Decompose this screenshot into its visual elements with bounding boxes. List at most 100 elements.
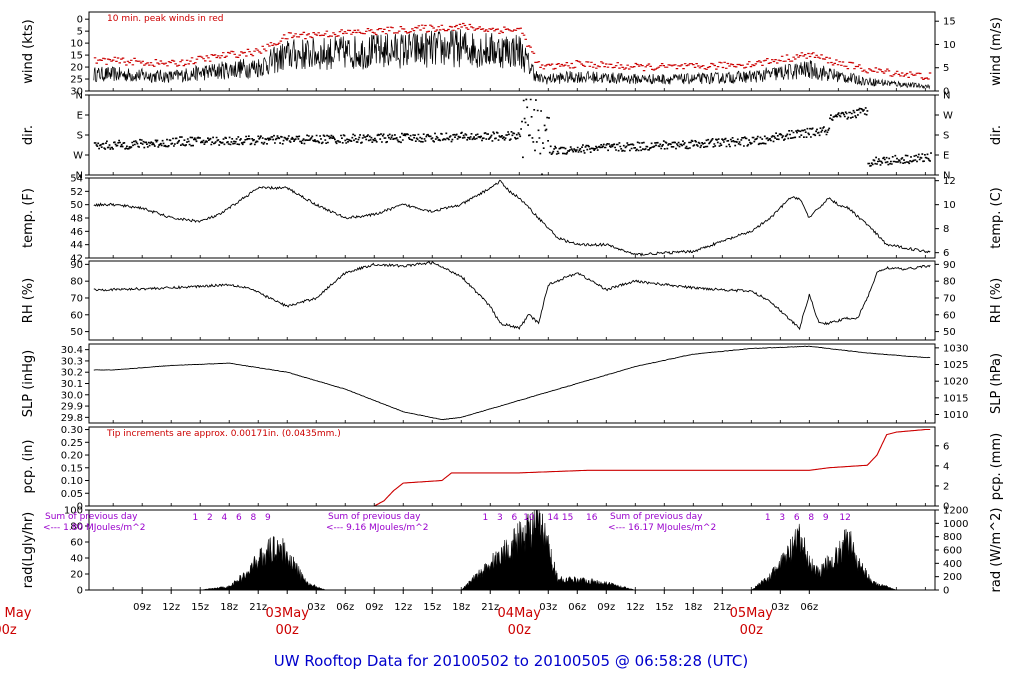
x-tick-label: 06z bbox=[336, 602, 354, 613]
direction-ylabel-left: dir. bbox=[21, 125, 36, 145]
radiation-left-tick-label: 100 bbox=[64, 506, 83, 517]
temperature-left-tick-label: 46 bbox=[70, 227, 83, 238]
x-tick-label: 09z bbox=[597, 602, 615, 613]
pressure-right-tick-label: 1015 bbox=[943, 393, 968, 404]
radiation-hour-label: 12 bbox=[839, 513, 850, 523]
pressure-panel: 29.829.930.030.130.230.330.4 1010 1015 1020… bbox=[21, 343, 1004, 424]
humidity-right-tick-label: 60 bbox=[943, 310, 956, 321]
direction-left-tick-label: N bbox=[76, 91, 83, 102]
temperature-left-tick-label: 42 bbox=[70, 254, 83, 265]
x-tick-label: 18z bbox=[452, 602, 470, 613]
radiation-hour-label: 9 bbox=[265, 513, 271, 523]
temperature-right-tick-label: 6 bbox=[943, 248, 949, 259]
humidity-left-tick-label: 60 bbox=[70, 310, 83, 321]
wind-left-tick-label: 10 bbox=[70, 39, 83, 50]
day-time-label: 00z bbox=[740, 623, 764, 638]
humidity-left-tick-label: 70 bbox=[70, 293, 83, 304]
wind-left-tick-label: 20 bbox=[70, 63, 83, 74]
x-tick-label: 12z bbox=[162, 602, 180, 613]
precipitation-left-tick-label: 0 bbox=[77, 502, 83, 513]
direction-left-tick-label: E bbox=[77, 111, 83, 122]
pressure-right-tick-label: 1010 bbox=[943, 410, 968, 421]
humidity-right-tick-label: 50 bbox=[943, 327, 956, 338]
radiation-left-tick-label: 0 bbox=[77, 586, 83, 597]
daily-sum-note-line1: Sum of previous day bbox=[610, 512, 703, 522]
x-tick-label: 15z bbox=[191, 602, 209, 613]
x-tick-label: 03z bbox=[307, 602, 325, 613]
radiation-right-tick-label: 0 bbox=[943, 586, 949, 597]
temperature-panel: 42 44 46 48 50 52 54 6 8 10 12 temp. (F) temp. (C) bbox=[21, 174, 1004, 265]
x-tick-label: 21z bbox=[249, 602, 267, 613]
direction-right-tick-label: W bbox=[943, 111, 953, 122]
direction-right-tick-label: N bbox=[943, 91, 950, 102]
humidity-left-tick-label: 50 bbox=[70, 327, 83, 338]
x-tick-label: 21z bbox=[713, 602, 731, 613]
wind-right-tick-label: 15 bbox=[943, 17, 956, 28]
precipitation-left-tick-label: 0.05 bbox=[61, 489, 83, 500]
temperature-left-tick-label: 52 bbox=[70, 187, 83, 198]
pressure-right-tick-label: 1030 bbox=[943, 343, 968, 354]
daily-sum-note-line1: Sum of previous day bbox=[45, 512, 138, 522]
direction-right-tick-label: N bbox=[943, 171, 950, 182]
day-time-label: 00z bbox=[508, 623, 532, 638]
daily-sum-note-line1: Sum of previous day bbox=[328, 512, 421, 522]
day-time-label: 00z bbox=[276, 623, 300, 638]
wind-left-tick-label: 30 bbox=[70, 87, 83, 98]
humidity-ylabel-right: RH (%) bbox=[989, 278, 1004, 323]
x-tick-label: 15z bbox=[423, 602, 441, 613]
radiation-hour-label: 2 bbox=[207, 513, 213, 523]
radiation-hour-label: 6 bbox=[236, 513, 242, 523]
precipitation-line bbox=[93, 428, 931, 507]
precipitation-left-tick-label: 0.20 bbox=[61, 451, 83, 462]
precipitation-ylabel-right: pcp. (mm) bbox=[989, 433, 1004, 500]
precipitation-left-tick-label: 0.15 bbox=[61, 463, 83, 474]
temperature-ylabel-right: temp. (C) bbox=[989, 187, 1004, 249]
pressure-left-tick-label: 30.0 bbox=[61, 390, 83, 401]
x-tick-label: 12z bbox=[626, 602, 644, 613]
precipitation-left-tick-label: 0.30 bbox=[61, 425, 83, 436]
radiation-left-tick-label: 20 bbox=[70, 570, 83, 581]
direction-points bbox=[93, 98, 932, 176]
precipitation-right-tick-label: 4 bbox=[943, 461, 949, 472]
radiation-hour-label: 8 bbox=[250, 513, 256, 523]
wind-right-tick-label: 5 bbox=[943, 63, 949, 74]
radiation-left-tick-label: 40 bbox=[70, 554, 83, 565]
x-tick-label: 12z bbox=[394, 602, 412, 613]
x-tick-label: 18z bbox=[684, 602, 702, 613]
temperature-ylabel-left: temp. (F) bbox=[21, 188, 36, 248]
radiation-hour-label: 3 bbox=[497, 513, 503, 523]
temperature-right-tick-label: 8 bbox=[943, 224, 949, 235]
radiation-hour-label: 6 bbox=[512, 513, 518, 523]
direction-left-tick-label: W bbox=[73, 151, 83, 162]
humidity-right-tick-label: 80 bbox=[943, 277, 956, 288]
humidity-frame bbox=[88, 260, 936, 341]
precipitation-right-tick-label: 6 bbox=[943, 441, 949, 452]
radiation-hour-label: 1 bbox=[483, 513, 489, 523]
day-label: 03May bbox=[265, 606, 309, 621]
daily-sum-note-line2: <--- 1.80 MJoules/m^2 bbox=[43, 523, 145, 533]
wind-right-tick-label: 0 bbox=[943, 87, 949, 98]
pressure-left-tick-label: 30.4 bbox=[61, 345, 83, 356]
pressure-left-tick-label: 30.3 bbox=[61, 356, 83, 367]
wind-left-tick-label: 25 bbox=[70, 75, 83, 86]
pressure-left-tick-label: 29.9 bbox=[61, 402, 83, 413]
daily-sum-note-line2: <--- 9.16 MJoules/m^2 bbox=[326, 523, 428, 533]
radiation-right-tick-label: 200 bbox=[943, 572, 962, 583]
humidity-right-tick-label: 70 bbox=[943, 293, 956, 304]
temperature-left-tick-label: 48 bbox=[70, 214, 83, 225]
precipitation-ylabel-left: pcp. (in) bbox=[21, 440, 36, 494]
precipitation-left-tick-label: 0.25 bbox=[61, 438, 83, 449]
x-tick-label: 06z bbox=[568, 602, 586, 613]
temperature-right-tick-label: 10 bbox=[943, 200, 956, 211]
wind-annotation: 10 min. peak winds in red bbox=[107, 14, 224, 24]
radiation-left-tick-label: 60 bbox=[70, 538, 83, 549]
x-tick-label: 18z bbox=[220, 602, 238, 613]
x-tick-label: 03z bbox=[539, 602, 557, 613]
temperature-left-tick-label: 44 bbox=[70, 240, 83, 251]
precipitation-right-tick-label: 2 bbox=[943, 481, 949, 492]
radiation-right-tick-label: 800 bbox=[943, 532, 962, 543]
radiation-hour-label: 8 bbox=[808, 513, 814, 523]
humidity-right-tick-label: 90 bbox=[943, 260, 956, 271]
